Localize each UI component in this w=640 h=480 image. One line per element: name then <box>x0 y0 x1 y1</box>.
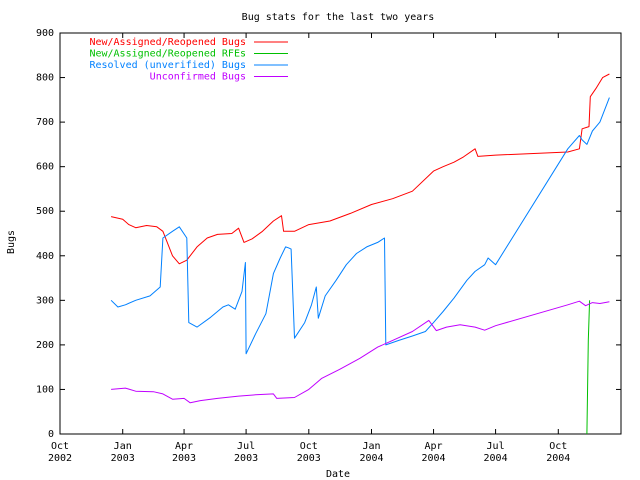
plot-frame <box>59 32 622 435</box>
x-tick-label: 2003 <box>111 453 135 464</box>
y-tick-label: 800 <box>36 73 54 84</box>
legend-entry-1: New/Assigned/Reopened RFEs <box>89 49 246 60</box>
x-tick-label: Oct <box>300 441 318 452</box>
x-tick-label: 2003 <box>297 453 321 464</box>
x-tick-label: Apr <box>425 441 443 452</box>
x-tick-label: Apr <box>175 441 193 452</box>
y-tick-label: 900 <box>36 28 54 39</box>
legend-entry-3: Unconfirmed Bugs <box>150 72 246 83</box>
x-tick-label: 2003 <box>234 453 258 464</box>
y-tick-label: 100 <box>36 384 54 395</box>
y-tick-label: 0 <box>48 429 54 440</box>
x-tick-label: Jul <box>237 441 255 452</box>
chart-title: Bug stats for the last two years <box>242 12 435 23</box>
y-tick-label: 400 <box>36 251 54 262</box>
series-line-0 <box>110 73 610 265</box>
x-tick-label: Oct <box>51 441 69 452</box>
x-tick-label: 2004 <box>421 453 445 464</box>
legend-entry-2: Resolved (unverified) Bugs <box>89 60 246 71</box>
series-lines <box>110 73 610 435</box>
y-axis: 0 100 200 300 400 500 600 700 800 900 <box>36 28 621 440</box>
x-tick-label: 2003 <box>172 453 196 464</box>
x-tick-label: 2004 <box>546 453 570 464</box>
x-axis-label: Date <box>326 469 350 480</box>
series-line-3 <box>111 300 610 404</box>
y-tick-label: 200 <box>36 340 54 351</box>
x-tick-label: 2004 <box>359 453 383 464</box>
y-tick-label: 700 <box>36 117 54 128</box>
x-tick-label: Jan <box>362 441 380 452</box>
y-axis-label: Bugs <box>6 230 17 254</box>
x-tick-label: Jul <box>487 441 505 452</box>
legend: New/Assigned/Reopened BugsNew/Assigned/R… <box>89 37 288 83</box>
y-tick-label: 600 <box>36 162 54 173</box>
x-tick-label: 2002 <box>48 453 72 464</box>
x-tick-label: 2004 <box>484 453 508 464</box>
y-tick-label: 300 <box>36 295 54 306</box>
x-tick-label: Jan <box>114 441 132 452</box>
legend-entry-0: New/Assigned/Reopened Bugs <box>89 37 246 48</box>
series-line-1 <box>586 300 591 435</box>
x-axis: Oct2002Jan2003Apr2003Jul2003Oct2003Jan20… <box>48 33 570 464</box>
y-tick-label: 500 <box>36 206 54 217</box>
series-line-2 <box>110 97 610 355</box>
x-tick-label: Oct <box>549 441 567 452</box>
